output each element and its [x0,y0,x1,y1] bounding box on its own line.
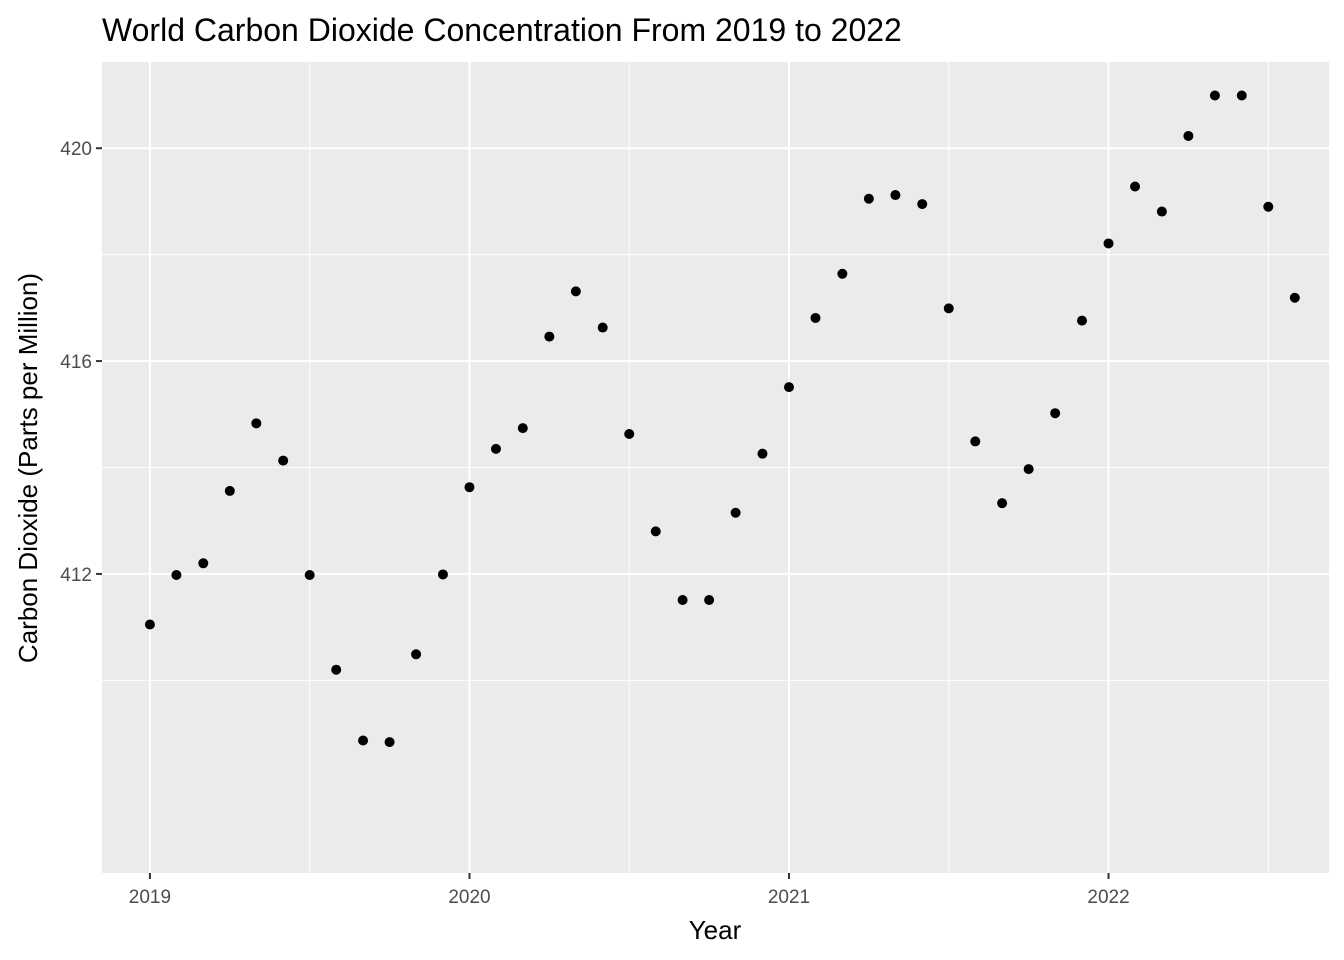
x-axis-ticks: 2019 2020 2021 2022 [129,873,1130,908]
data-point [1130,181,1141,192]
data-point [837,268,848,279]
x-tick-label: 2020 [448,887,490,908]
data-point [1023,464,1034,475]
data-point [943,303,954,314]
data-point [171,569,182,580]
data-point [544,331,555,342]
x-tick-label: 2022 [1087,887,1129,908]
data-point [278,455,289,466]
data-point [863,193,874,204]
data-point [1289,292,1300,303]
data-point [490,443,501,454]
data-point [677,595,688,606]
y-tick-label: 420 [60,139,92,160]
data-point [624,428,635,439]
data-point [358,735,369,746]
data-point [997,498,1008,509]
y-tick-label: 412 [60,565,92,586]
major-gridlines [102,62,1329,873]
chart-title: World Carbon Dioxide Concentration From … [102,12,902,48]
x-axis-title: Year [689,915,742,945]
data-point [1209,90,1220,101]
data-point [437,569,448,580]
data-point [1156,206,1167,217]
data-point [890,190,901,201]
y-axis-title: Carbon Dioxide (Parts per Million) [13,273,43,663]
data-point [144,619,155,630]
data-point [650,526,661,537]
data-points [144,90,1300,748]
data-point [464,482,475,493]
data-point [1050,408,1061,419]
data-point [730,507,741,518]
data-point [1183,130,1194,141]
data-point [517,423,528,434]
data-point [198,558,209,569]
x-tick-label: 2019 [129,887,171,908]
data-point [224,485,235,496]
data-point [251,418,262,429]
data-point [304,569,315,580]
minor-gridlines [102,62,1329,873]
data-point [331,664,342,675]
data-point [1103,238,1114,249]
y-axis-ticks: 412 416 420 [60,139,102,586]
data-point [384,737,395,748]
data-point [1077,315,1088,326]
data-point [810,312,821,323]
x-tick-label: 2021 [768,887,810,908]
data-point [970,436,981,447]
data-point [1236,90,1247,101]
data-point [411,649,422,660]
data-point [783,382,794,393]
data-point [597,322,608,333]
data-point [1263,201,1274,212]
data-point [757,448,768,459]
y-tick-label: 416 [60,352,92,373]
data-point [570,286,581,297]
data-point [704,595,715,606]
data-point [917,199,928,210]
